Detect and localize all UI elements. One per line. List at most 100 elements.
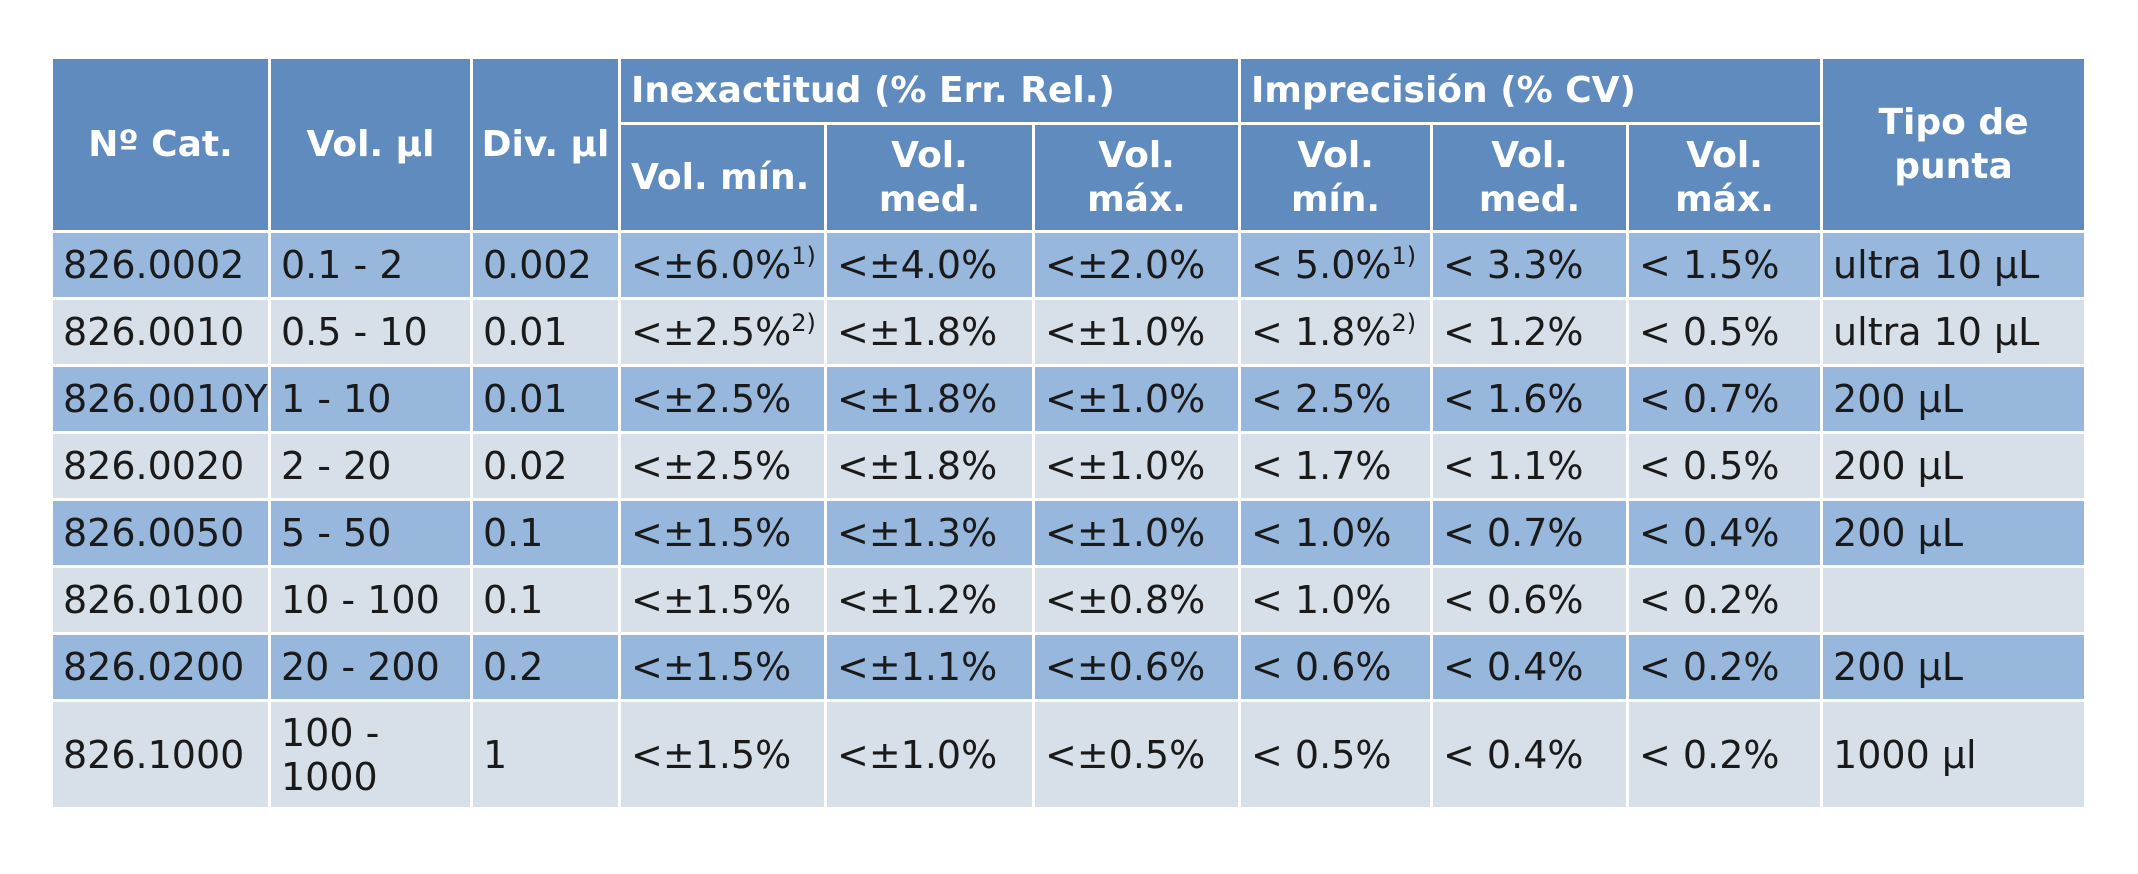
cell-imp-med: < 1.2% [1430,297,1630,367]
cell-tipo: ultra 10 µL [1820,230,2088,300]
cell-inex-med: <±1.8% [824,431,1035,501]
cell-inex-max: <±1.0% [1031,297,1242,367]
cell-inex-min: <±1.5% [618,565,827,635]
cell-div: 0.002 [470,230,621,300]
cell-tipo [1820,565,2088,635]
cell-vol: 20 - 200 [268,632,473,702]
cell-inex-max: <±1.0% [1031,431,1242,501]
cell-cat: 826.0050 [50,498,271,568]
cell-imp-min: < 2.5% [1238,364,1434,434]
cell-imp-max: < 0.2% [1626,699,1824,810]
cell-imp-med: < 3.3% [1430,230,1630,300]
cell-tipo: 200 µL [1820,364,2088,434]
header-tipo: Tipo de punta [1820,56,2088,233]
footnote-marker: 2) [791,309,816,337]
footnote-marker: 2) [1391,309,1417,337]
header-inexactitud: Inexactitud (% Err. Rel.) [617,56,1242,125]
cell-tipo: 1000 µl [1820,699,2088,810]
cell-vol: 0.5 - 10 [268,297,473,367]
cell-imp-med: < 0.4% [1430,632,1630,702]
cell-div: 0.01 [470,364,621,434]
cell-imp-min: < 0.6% [1238,632,1434,702]
cell-div: 0.1 [470,565,621,635]
cell-inex-max: <±0.8% [1031,565,1242,635]
header-vol: Vol. µl [268,56,473,233]
cell-tipo: 200 µL [1820,498,2088,568]
cell-imp-max: < 0.2% [1626,565,1824,635]
table-row: 826.0200 20 - 200 0.2 <±1.5% <±1.1% <±0.… [50,632,2088,702]
cell-imp-min: < 0.5% [1238,699,1434,810]
header-imprecision: Imprecisión (% CV) [1238,56,1824,125]
header-cat: Nº Cat. [50,56,271,233]
cell-imp-max: < 1.5% [1626,230,1824,300]
cell-vol: 10 - 100 [268,565,473,635]
cell-inex-min: <±2.5% [618,431,827,501]
header-inex-max: Vol. máx. [1031,122,1242,233]
table-row: 826.1000 100 - 1000 1 <±1.5% <±1.0% <±0.… [50,699,2088,810]
header-imp-max: Vol. máx. [1626,122,1824,233]
cell-inex-max: <±1.0% [1031,364,1242,434]
cell-cat: 826.0020 [50,431,271,501]
cell-imp-med: < 0.4% [1430,699,1630,810]
cell-inex-med: <±1.2% [824,565,1035,635]
cell-inex-min: <±6.0%1) [618,230,827,300]
cell-inex-min: <±1.5% [618,498,827,568]
cell-div: 0.2 [470,632,621,702]
cell-div: 0.02 [470,431,621,501]
table-row: 826.0002 0.1 - 2 0.002 <±6.0%1) <±4.0% <… [50,230,2088,300]
cell-inex-med: <±1.8% [824,297,1035,367]
cell-imp-max: < 0.7% [1626,364,1824,434]
footnote-marker: 1) [791,242,816,270]
cell-imp-min: < 1.0% [1238,565,1434,635]
cell-cat: 826.0010Y [50,364,271,434]
cell-imp-max: < 0.4% [1626,498,1824,568]
cell-cat: 826.0002 [50,230,271,300]
header-imp-med: Vol. med. [1430,122,1630,233]
cell-imp-min: < 1.8%2) [1238,297,1434,367]
cell-inex-med: <±4.0% [824,230,1035,300]
table-row: 826.0010Y 1 - 10 0.01 <±2.5% <±1.8% <±1.… [50,364,2088,434]
table-row: 826.0050 5 - 50 0.1 <±1.5% <±1.3% <±1.0%… [50,498,2088,568]
cell-div: 0.1 [470,498,621,568]
cell-div: 0.01 [470,297,621,367]
pipette-spec-table: Nº Cat. Vol. µl Div. µl Inexactitud (% E… [50,56,2088,810]
cell-inex-med: <±1.8% [824,364,1035,434]
cell-div: 1 [470,699,621,810]
header-div: Div. µl [470,56,621,233]
cell-tipo: 200 µL [1820,632,2088,702]
cell-imp-med: < 0.6% [1430,565,1630,635]
table-row: 826.0010 0.5 - 10 0.01 <±2.5%2) <±1.8% <… [50,297,2088,367]
cell-inex-min: <±2.5% [618,364,827,434]
table-body: 826.0002 0.1 - 2 0.002 <±6.0%1) <±4.0% <… [50,230,2088,810]
cell-imp-med: < 1.1% [1430,431,1630,501]
cell-inex-min: <±2.5%2) [618,297,827,367]
footnote-marker: 1) [1391,242,1417,270]
cell-inex-max: <±0.6% [1031,632,1242,702]
cell-vol: 0.1 - 2 [268,230,473,300]
cell-cat: 826.0200 [50,632,271,702]
table-row: 826.0100 10 - 100 0.1 <±1.5% <±1.2% <±0.… [50,565,2088,635]
header-inex-min: Vol. mín. [618,122,827,233]
cell-inex-med: <±1.3% [824,498,1035,568]
cell-imp-min: < 1.0% [1238,498,1434,568]
cell-imp-max: < 0.5% [1626,297,1824,367]
cell-imp-min: < 5.0%1) [1238,230,1434,300]
cell-vol: 100 - 1000 [268,699,473,810]
cell-vol: 2 - 20 [268,431,473,501]
cell-inex-med: <±1.0% [824,699,1035,810]
cell-inex-min: <±1.5% [618,632,827,702]
cell-imp-med: < 0.7% [1430,498,1630,568]
cell-cat: 826.1000 [50,699,271,810]
cell-vol: 1 - 10 [268,364,473,434]
table-row: 826.0020 2 - 20 0.02 <±2.5% <±1.8% <±1.0… [50,431,2088,501]
cell-inex-med: <±1.1% [824,632,1035,702]
cell-imp-max: < 0.2% [1626,632,1824,702]
cell-inex-max: <±2.0% [1031,230,1242,300]
cell-inex-min: <±1.5% [618,699,827,810]
cell-inex-max: <±1.0% [1031,498,1242,568]
cell-inex-max: <±0.5% [1031,699,1242,810]
cell-cat: 826.0100 [50,565,271,635]
cell-tipo: 200 µL [1820,431,2088,501]
cell-imp-max: < 0.5% [1626,431,1824,501]
cell-cat: 826.0010 [50,297,271,367]
